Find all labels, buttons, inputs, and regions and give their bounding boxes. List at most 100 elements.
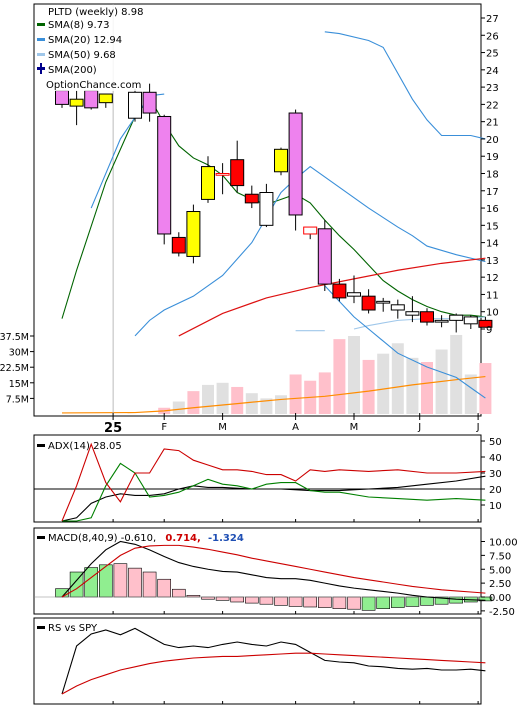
candle-body bbox=[157, 115, 172, 235]
rs-panel-frame bbox=[33, 617, 482, 705]
price-tick-label: 24 bbox=[486, 66, 499, 77]
rs-label-swatch bbox=[37, 626, 45, 629]
candle-body bbox=[171, 236, 186, 254]
macd-histogram-bar bbox=[142, 571, 157, 598]
volume-tick-label: 15M bbox=[9, 379, 29, 390]
macd-histogram-bar bbox=[478, 596, 493, 602]
macd-histogram-bar bbox=[288, 596, 303, 607]
candle-body bbox=[303, 226, 318, 235]
time-tick-label: A bbox=[292, 422, 299, 433]
candle-body bbox=[390, 304, 405, 311]
time-tick-label: J bbox=[476, 422, 480, 433]
volume-bar bbox=[318, 372, 331, 414]
macd-histogram-bar bbox=[259, 596, 274, 605]
price-tick-label: 16 bbox=[486, 204, 499, 215]
volume-bar bbox=[348, 336, 360, 414]
macd-histogram-bar bbox=[172, 588, 186, 598]
candle-body bbox=[478, 319, 493, 328]
time-tick-label: J bbox=[417, 422, 421, 433]
macd-histogram-bar bbox=[420, 596, 434, 606]
red-trend-line bbox=[178, 257, 486, 337]
macd-histogram-bar bbox=[449, 596, 464, 604]
legend-sma200: SMA(200) bbox=[48, 65, 97, 76]
candle-body bbox=[405, 311, 420, 316]
candle-body bbox=[84, 90, 99, 109]
price-tick-label: 27 bbox=[486, 14, 499, 25]
price-tick-label: 18 bbox=[486, 170, 499, 181]
macd-tick-label: -2.50 bbox=[489, 607, 515, 618]
volume-bar bbox=[231, 386, 244, 414]
macd-tick-label: 5.00 bbox=[489, 565, 511, 576]
volume-tick-label: 30M bbox=[9, 348, 29, 359]
adx-tick-label: 30 bbox=[489, 469, 502, 480]
adx-series-line bbox=[61, 475, 486, 522]
candle-body bbox=[376, 300, 391, 304]
macd-histogram-bar bbox=[361, 596, 376, 611]
candle-body bbox=[463, 316, 478, 325]
volume-ma-line bbox=[61, 375, 486, 414]
macd-label-value: 0.714, bbox=[165, 533, 200, 544]
volume-bar bbox=[450, 334, 463, 414]
legend-swatch-sma20 bbox=[37, 38, 45, 41]
volume-bar bbox=[421, 362, 433, 414]
macd-histogram-bar bbox=[390, 596, 405, 608]
candle-body bbox=[69, 98, 84, 107]
price-tick-label: 23 bbox=[486, 83, 499, 94]
macd-label-swatch bbox=[37, 536, 45, 539]
candle-body bbox=[55, 90, 69, 105]
volume-bar bbox=[275, 395, 287, 414]
candle-body bbox=[244, 193, 259, 204]
sma20-lower-line bbox=[324, 285, 486, 399]
macd-histogram-bar bbox=[230, 596, 244, 603]
macd-tick-label: 7.50 bbox=[489, 551, 511, 562]
candle-body bbox=[361, 295, 376, 311]
candle-body bbox=[288, 112, 303, 216]
candle-body bbox=[274, 148, 288, 173]
macd-series-line bbox=[61, 540, 486, 601]
candle-body bbox=[142, 91, 157, 114]
adx-label-swatch bbox=[37, 444, 45, 447]
price-tick-label: 21 bbox=[486, 118, 499, 129]
macd-histogram-bar bbox=[215, 596, 230, 601]
macd-histogram-bar bbox=[84, 567, 98, 598]
rs-series-line bbox=[61, 652, 486, 695]
macd-label: MACD(8,40,9) -0.610, 0.714, -1.324 bbox=[48, 533, 244, 544]
volume-bar bbox=[260, 398, 273, 414]
macd-tick-label: 2.50 bbox=[489, 579, 511, 590]
rs-label: RS vs SPY bbox=[48, 623, 98, 634]
legend-sma50: SMA(50) 9.68 bbox=[48, 50, 116, 61]
rs-series-line bbox=[61, 627, 486, 695]
price-tick-label: 12 bbox=[486, 273, 499, 284]
time-tick-label: F bbox=[161, 422, 167, 433]
sma-line bbox=[134, 165, 486, 337]
candle-body bbox=[420, 311, 434, 323]
volume-bar bbox=[245, 393, 258, 414]
time-tick-label: M bbox=[350, 422, 359, 433]
watermark: OptionChance.com bbox=[46, 80, 141, 91]
macd-tick-label: 10.00 bbox=[489, 538, 518, 549]
volume-bar bbox=[289, 374, 302, 414]
adx-label: ADX(14) 28.05 bbox=[48, 441, 122, 452]
adx-tick-label: 50 bbox=[489, 437, 502, 448]
time-tick-label: M bbox=[218, 422, 227, 433]
candle-body bbox=[186, 211, 201, 257]
macd-histogram-bar bbox=[274, 596, 288, 606]
candle-body bbox=[128, 91, 142, 119]
volume-bar bbox=[406, 357, 419, 414]
macd-histogram-bar bbox=[128, 567, 142, 598]
legend-sma8: SMA(8) 9.73 bbox=[48, 20, 109, 31]
candle-body bbox=[201, 166, 215, 200]
adx-series-line bbox=[61, 442, 486, 522]
macd-histogram-bar bbox=[55, 588, 69, 598]
price-tick-label: 20 bbox=[486, 135, 499, 146]
volume-bar bbox=[391, 343, 404, 414]
candle-body bbox=[98, 93, 113, 104]
volume-bar bbox=[362, 359, 375, 414]
price-tick-label: 19 bbox=[486, 152, 499, 163]
macd-histogram-bar bbox=[201, 596, 215, 600]
adx-tick-label: 40 bbox=[489, 453, 502, 464]
macd-histogram-bar bbox=[245, 596, 259, 604]
volume-bar bbox=[377, 353, 390, 414]
legend-sma20: SMA(20) 12.94 bbox=[48, 35, 122, 46]
